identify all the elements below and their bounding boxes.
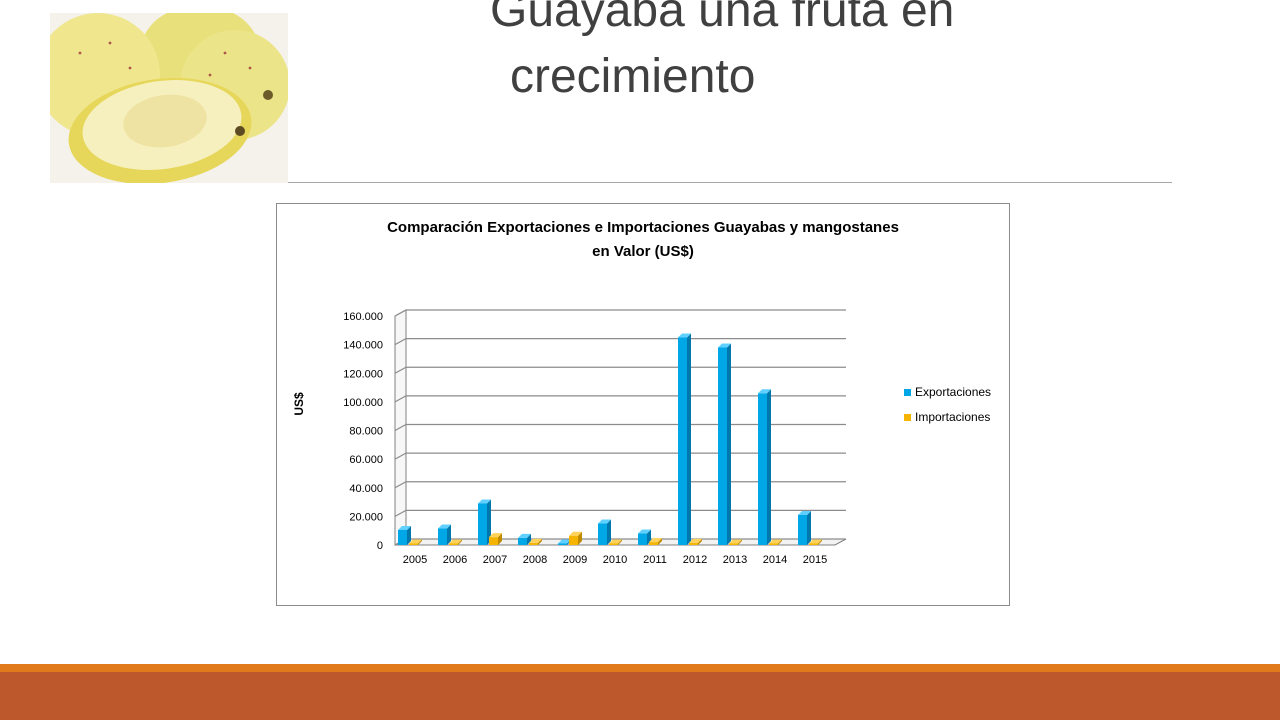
y-tick-label: 100.000 (343, 397, 383, 409)
y-tick-label: 20.000 (349, 511, 383, 523)
x-tick-label: 2005 (403, 554, 427, 566)
bar-exports-2012 (678, 333, 691, 545)
x-tick-label: 2006 (443, 554, 467, 566)
bar-imports-2009 (569, 531, 582, 545)
y-tick-label: 0 (377, 540, 383, 552)
y-tick-label: 40.000 (349, 483, 383, 495)
gridline (394, 452, 846, 460)
bar-imports-2007 (489, 533, 502, 545)
chart-title-line-1: Comparación Exportaciones e Importacione… (387, 219, 899, 236)
y-tick-label: 120.000 (343, 368, 383, 380)
bar-exports-2010 (598, 519, 611, 545)
legend-swatch-exports (904, 389, 911, 396)
gridline (394, 338, 846, 346)
labels-layer: 0 20.000 40.000 60.000 80.000 100.000 120.000 1… (343, 311, 827, 566)
x-tick-label: 2009 (563, 554, 587, 566)
slide-title-line-1: Guayaba una fruta en (490, 0, 955, 37)
grid-layer (394, 309, 847, 546)
chart-title-line-2: en Valor (US$) (592, 243, 694, 260)
bar-imports-2013 (729, 539, 742, 545)
x-tick-label: 2015 (803, 554, 827, 566)
gridline (394, 395, 846, 403)
gridline (394, 366, 846, 374)
guava-photo (50, 13, 288, 183)
slide-title-line-2: crecimiento (510, 50, 756, 103)
gridline (394, 309, 846, 317)
bar-exports-2011 (638, 529, 651, 545)
y-axis-label: US$ (292, 392, 306, 416)
bar-chart: 0 20.000 40.000 60.000 80.000 100.000 120.000 1… (292, 219, 991, 566)
x-tick-label: 2013 (723, 554, 747, 566)
bar-imports-2008 (529, 538, 542, 545)
x-tick-label: 2007 (483, 554, 507, 566)
x-tick-label: 2014 (763, 554, 787, 566)
y-tick-label: 160.000 (343, 311, 383, 323)
bar-exports-2006 (438, 524, 451, 545)
y-tick-label: 80.000 (349, 426, 383, 438)
bar-imports-2011 (649, 538, 662, 545)
footer-accent-stripe (0, 664, 1280, 672)
legend: Exportaciones Importaciones (904, 385, 991, 424)
x-tick-label: 2010 (603, 554, 627, 566)
bar-exports-2015 (798, 510, 811, 545)
bar-exports-2008 (518, 533, 531, 545)
gridline (394, 423, 846, 432)
bar-imports-2005 (409, 539, 422, 545)
legend-label-imports: Importaciones (915, 410, 990, 424)
bar-imports-2014 (769, 539, 782, 545)
title-divider (288, 182, 1172, 183)
bar-exports-2005 (398, 525, 411, 545)
y-tick-label: 60.000 (349, 454, 383, 466)
x-tick-label: 2011 (643, 554, 667, 566)
y-tick-label: 140.000 (343, 340, 383, 352)
x-tick-label: 2012 (683, 554, 707, 566)
bar-imports-2006 (449, 539, 462, 545)
legend-label-exports: Exportaciones (915, 385, 991, 399)
bar-exports-2013 (718, 343, 731, 545)
bar-imports-2015 (809, 539, 822, 545)
bars-layer (398, 333, 822, 545)
bar-exports-2007 (478, 499, 491, 545)
bar-exports-2014 (758, 389, 771, 545)
gridline (394, 481, 846, 489)
gridline (394, 509, 846, 517)
slide-title: Guayaba una fruta en crecimiento (490, 0, 1190, 110)
footer-band (0, 672, 1280, 720)
x-tick-label: 2008 (523, 554, 547, 566)
bar-imports-2010 (609, 539, 622, 545)
legend-swatch-imports (904, 414, 911, 421)
bar-imports-2012 (689, 538, 702, 545)
